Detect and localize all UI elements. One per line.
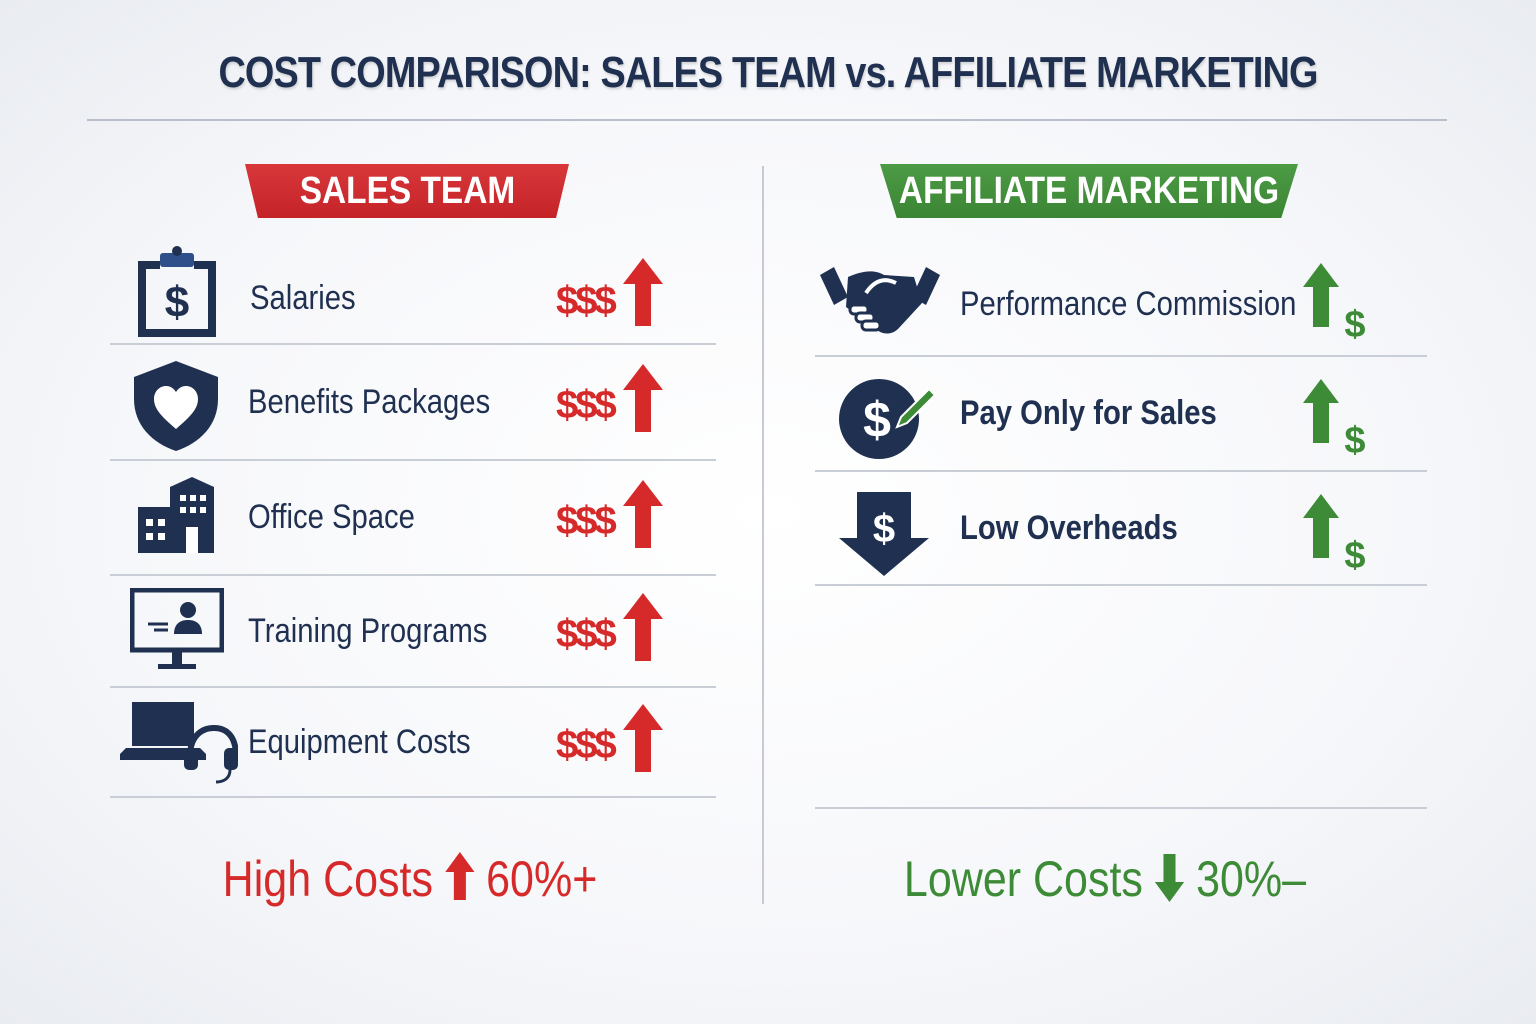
row-divider <box>110 796 716 798</box>
list-item: $ Pay Only for Sales $ <box>815 357 1427 470</box>
summary-label: Lower Costs <box>903 851 1143 907</box>
up-arrow-icon <box>444 852 475 900</box>
summary-value: 60%+ <box>486 851 598 907</box>
handshake-icon <box>820 267 940 334</box>
svg-text:$: $ <box>165 278 189 327</box>
up-arrow-icon <box>623 364 663 432</box>
list-item: Equipment Costs $$$ <box>110 688 716 796</box>
monitor-presentation-icon <box>130 588 224 669</box>
summary-value: 30%– <box>1196 851 1307 907</box>
row-divider <box>110 686 716 688</box>
item-label: Performance Commission <box>960 284 1297 323</box>
down-arrow-icon <box>1154 854 1185 902</box>
item-label: Equipment Costs <box>248 722 471 761</box>
up-arrow-dollar-icon: $ <box>1303 494 1366 570</box>
sales-team-summary: High Costs 60%+ <box>204 850 617 908</box>
affiliate-summary: Lower Costs 30%– <box>899 850 1312 908</box>
sales-team-list: $ Salaries $$$ Benefits Packages $$$ Off… <box>110 246 716 798</box>
office-building-icon <box>138 477 214 553</box>
svg-text:$: $ <box>1344 535 1365 570</box>
up-arrow-icon <box>623 704 663 772</box>
row-divider <box>815 584 1427 586</box>
down-arrow-dollar-icon: $ <box>839 492 929 576</box>
title-divider <box>87 119 1447 121</box>
svg-text:$: $ <box>873 507 895 551</box>
item-label: Training Programs <box>248 611 488 650</box>
list-item: Performance Commission $ <box>815 253 1427 355</box>
summary-label: High Costs <box>222 851 433 907</box>
item-label: Pay Only for Sales <box>960 394 1217 432</box>
item-label: Benefits Packages <box>248 382 491 421</box>
svg-text:$: $ <box>1344 304 1365 339</box>
list-item: $ Low Overheads $ <box>815 472 1427 584</box>
clipboard-dollar-icon: $ <box>138 246 216 337</box>
laptop-headset-icon <box>120 702 238 784</box>
item-label: Office Space <box>248 498 415 536</box>
row-divider <box>110 459 716 461</box>
dollar-check-icon: $ <box>839 379 937 459</box>
list-item: Training Programs $$$ <box>110 576 716 686</box>
page-title: COST COMPARISON: SALES TEAM vs. AFFILIAT… <box>218 48 1318 97</box>
cost-indicator: $$$ <box>556 279 617 323</box>
up-arrow-dollar-icon: $ <box>1303 263 1366 339</box>
svg-text:$: $ <box>1344 420 1365 455</box>
up-arrow-icon <box>623 258 663 326</box>
cost-indicator: $$$ <box>556 723 617 767</box>
affiliate-header: AFFILIATE MARKETING <box>880 164 1298 218</box>
column-divider <box>762 166 764 904</box>
up-arrow-icon <box>623 480 663 548</box>
item-label: Low Overheads <box>960 508 1178 547</box>
cost-indicator: $$$ <box>556 499 617 543</box>
sales-team-header: SALES TEAM <box>245 164 569 218</box>
list-item: Benefits Packages $$$ <box>110 345 716 459</box>
row-divider <box>110 343 716 345</box>
cost-indicator: $$$ <box>556 612 617 656</box>
row-divider <box>815 807 1427 809</box>
affiliate-list: Performance Commission $ $ Pay Only for … <box>815 253 1427 586</box>
shield-heart-icon <box>134 361 218 451</box>
list-item: $ Salaries $$$ <box>110 246 716 343</box>
cost-indicator: $$$ <box>556 383 617 427</box>
row-divider <box>815 355 1427 357</box>
svg-text:$: $ <box>863 392 891 448</box>
up-arrow-dollar-icon: $ <box>1303 379 1366 455</box>
up-arrow-icon <box>623 593 663 661</box>
item-label: Salaries <box>250 278 356 317</box>
row-divider <box>815 470 1427 472</box>
row-divider <box>110 574 716 576</box>
list-item: Office Space $$$ <box>110 461 716 574</box>
